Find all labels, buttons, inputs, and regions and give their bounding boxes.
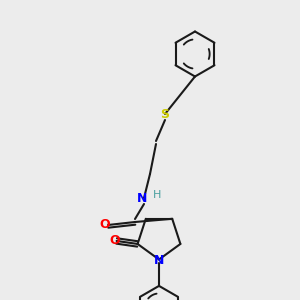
Text: S: S: [160, 107, 169, 121]
Text: N: N: [137, 191, 148, 205]
Text: O: O: [110, 235, 120, 248]
Text: N: N: [154, 254, 164, 268]
Text: O: O: [100, 218, 110, 232]
Text: H: H: [153, 190, 162, 200]
